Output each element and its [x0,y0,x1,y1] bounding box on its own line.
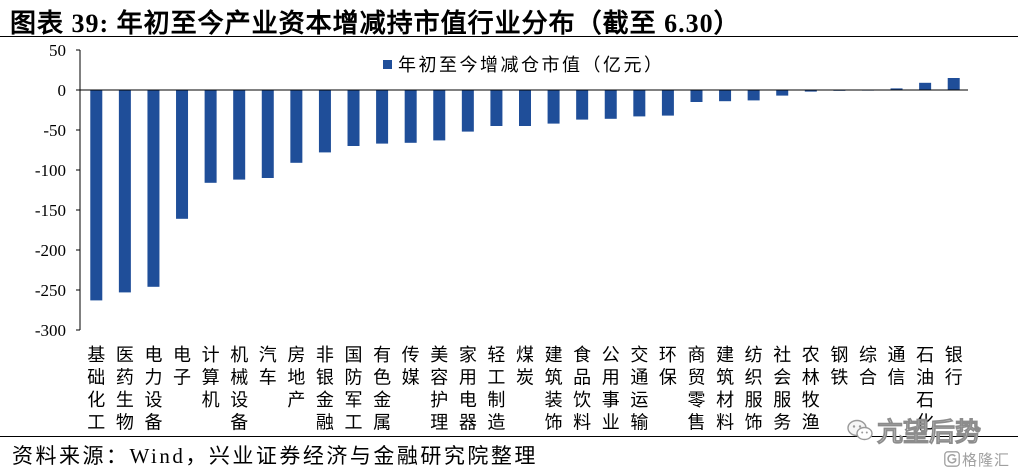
bar [776,90,789,96]
bar [147,90,160,287]
x-tick-label: 汽车 [259,345,277,388]
x-tick-label: 商贸零售 [687,345,705,433]
gelonghui-logo-icon [944,451,960,467]
x-tick-label: 石油石化 [916,345,934,433]
y-axis-ticks: 50 0 -50 -100 -150 -200 -250 -300 [35,41,80,340]
x-tick-label: 银行 [945,345,963,388]
bar [604,90,617,119]
bar [804,90,817,92]
bar [919,82,932,90]
x-tick-label: 基础化工 [87,345,105,433]
x-tick-label: 有色金属 [373,345,391,433]
bar [490,90,503,126]
bar [233,90,246,180]
bar [747,90,760,101]
legend-swatch [383,59,392,69]
y-tick-label: -50 [43,121,66,140]
y-tick-label: 0 [58,81,67,100]
y-tick-label: -250 [35,281,66,300]
x-tick-label: 电子 [173,345,191,388]
x-tick-label: 电力设备 [144,345,162,433]
x-tick-label: 综合 [859,345,877,388]
bar [261,90,274,178]
bar [719,90,732,102]
watermark-text: 亢望后势 [877,418,982,449]
y-tick-label: 50 [49,41,66,60]
bar [547,90,560,124]
x-tick-label: 机械设备 [230,345,248,433]
bar [347,90,360,146]
bar [519,90,531,126]
legend: 年初至今增减仓市值（亿元） [383,52,665,76]
source-divider [0,436,1018,437]
bar [633,90,646,117]
y-tick-label: -150 [35,201,66,220]
bar [176,90,189,219]
source-note: 资料来源：Wind，兴业证券经济与金融研究院整理 [12,444,538,468]
x-tick-label: 非银金融 [316,345,334,433]
y-tick-label: -200 [35,241,66,260]
bar [318,90,331,153]
x-tick-label: 计算机 [202,345,220,410]
bar [90,90,103,301]
bar [947,78,960,90]
bar [118,90,131,293]
watermark-logo-text: 格隆汇 [962,451,1011,469]
x-axis-labels: 基础化工医药生物电力设备电子计算机机械设备汽车房地产非银金融国防军工有色金属传媒… [87,345,962,433]
x-tick-label: 轻工制造 [487,345,505,433]
x-tick-label: 农林牧渔 [802,345,820,433]
bar [404,90,417,143]
legend-label: 年初至今增减仓市值（亿元） [398,55,665,75]
bar [890,88,903,90]
bar [376,90,389,144]
x-tick-label: 医药生物 [116,345,134,433]
wechat-icon [847,419,873,441]
x-tick-label: 通信 [888,345,906,388]
bar [290,90,303,163]
x-tick-label: 家用电器 [459,345,477,433]
x-tick-label: 钢铁 [830,345,848,388]
x-tick-label: 环保 [659,345,677,388]
x-tick-label: 建筑材料 [716,345,734,433]
x-tick-label: 传媒 [402,345,420,388]
bar [461,90,474,132]
x-tick-label: 国防军工 [345,345,363,433]
bar [433,90,446,141]
x-tick-label: 社会服务 [773,345,791,433]
bar [690,90,703,102]
bar [576,90,589,120]
y-tick-label: -100 [35,161,66,180]
x-tick-label: 公用事业 [602,345,620,433]
x-tick-label: 煤炭 [516,345,534,388]
x-tick-label: 建筑装饰 [545,345,563,433]
bar-series [90,78,960,301]
bar [661,90,674,116]
x-tick-label: 美容护理 [430,345,448,433]
x-tick-label: 房地产 [287,345,305,410]
title-underline [0,36,1018,37]
x-tick-label: 食品饮料 [573,345,591,433]
chart-title: 图表 39: 年初至今产业资本增减持市值行业分布（截至 6.30） [10,9,741,38]
y-tick-label: -300 [35,321,66,340]
x-tick-label: 纺织服饰 [745,345,763,433]
bar [204,90,217,183]
x-tick-label: 交通运输 [630,345,648,433]
